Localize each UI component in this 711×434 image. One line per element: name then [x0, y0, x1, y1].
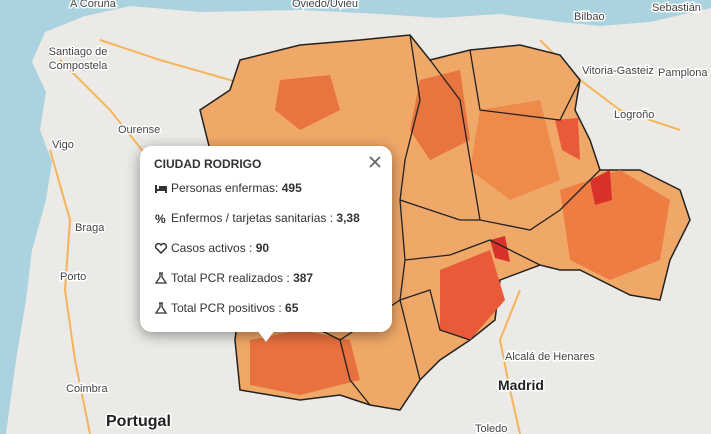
row-value: 387 [293, 271, 314, 285]
city-label: Logroño [614, 109, 654, 121]
row-label: Total PCR realizados : [171, 271, 294, 285]
popup-row: Total PCR realizados : 387 [154, 271, 313, 285]
city-label-line: Compostela [49, 60, 109, 72]
close-button[interactable] [368, 155, 382, 169]
hotspots [250, 70, 670, 395]
row-icon [155, 185, 167, 193]
city-label: Porto [60, 271, 86, 283]
city-label: Bilbao [574, 11, 605, 23]
row-icon [154, 272, 168, 284]
popup-title: CIUDAD RODRIGO [154, 157, 262, 171]
city-label: Sebastián [652, 2, 701, 14]
city-label: Santiago de Compostela [49, 46, 109, 72]
row-label: Total PCR positivos : [171, 301, 286, 315]
city-label: Pamplona [658, 67, 708, 79]
city-label-line: Santiago de [49, 46, 108, 58]
row-icon [154, 242, 168, 254]
city-label: A Coruña [70, 0, 117, 10]
city-label: Oviedo/Uviéu [292, 0, 358, 10]
popup-row: % Enfermos / tarjetas sanitarias : 3,38 [154, 211, 360, 225]
row-label: Enfermos / tarjetas sanitarias : [171, 211, 337, 225]
info-popup: CIUDAD RODRIGO Personas enfermas: 495% En… [140, 146, 392, 332]
row-icon [154, 302, 168, 314]
row-value: 495 [281, 181, 302, 195]
city-label: Braga [75, 222, 105, 234]
popup-row: Casos activos : 90 [154, 241, 269, 255]
city-label: Alcalá de Henares [505, 351, 595, 363]
row-label: Casos activos : [171, 241, 256, 255]
row-label: Personas enfermas: [171, 181, 282, 195]
city-label: Ourense [118, 124, 160, 136]
row-icon: % [155, 212, 166, 224]
popup-row: Personas enfermas: 495 [154, 181, 302, 195]
city-label: Vigo [52, 139, 74, 151]
popup-row: Total PCR positivos : 65 [154, 301, 298, 315]
popup-tip [254, 326, 278, 342]
country-label: Portugal [106, 413, 171, 430]
row-value: 65 [285, 301, 299, 315]
row-value: 3,38 [336, 211, 360, 225]
svg-text:%: % [155, 212, 166, 224]
city-label: Madrid [498, 377, 544, 393]
city-label: Toledo [475, 423, 507, 434]
city-label: Vitoria-Gasteiz [582, 65, 654, 77]
row-value: 90 [255, 241, 270, 255]
city-label: Coimbra [66, 383, 108, 395]
